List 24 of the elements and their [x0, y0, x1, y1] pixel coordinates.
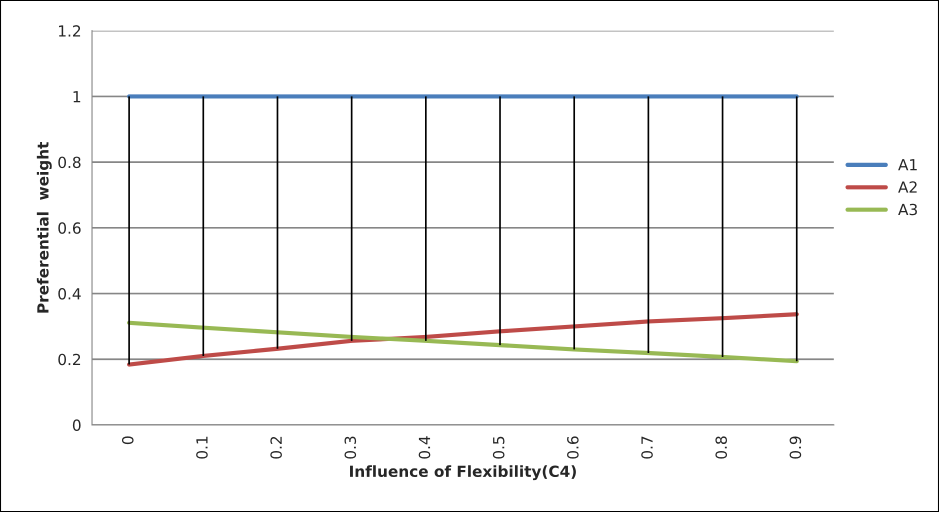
x-tick-label: 0.4 — [418, 436, 430, 459]
y-axis-title: Preferential weight — [36, 142, 52, 313]
x-tick-label: 0.3 — [344, 436, 356, 459]
legend-label: A2 — [898, 181, 917, 193]
y-tick-label: 0.4 — [58, 288, 81, 300]
y-tick-label: 1.2 — [58, 25, 80, 37]
line-series — [127, 320, 799, 364]
y-tick-label: 1 — [74, 91, 80, 102]
x-tick-label: 0.6 — [567, 436, 579, 459]
x-tick-label: 0.8 — [715, 436, 727, 459]
x-tick-label: 0.7 — [641, 436, 653, 459]
legend-label: A3 — [898, 204, 917, 216]
x-tick-label: 0.5 — [492, 436, 504, 459]
y-tick-label: 0.8 — [58, 156, 81, 168]
x-tick-label: 0.1 — [196, 436, 208, 459]
y-tick-label: 0 — [72, 419, 81, 431]
x-tick-label: 0.2 — [270, 436, 282, 459]
y-tick-label: 0.6 — [58, 222, 81, 234]
legend-label: A1 — [898, 159, 917, 170]
x-tick-label: 0 — [122, 436, 134, 444]
x-axis-title: Influence of Flexibility(C4) — [350, 465, 576, 480]
line-series — [127, 312, 799, 367]
x-tick-label: 0.9 — [790, 436, 802, 459]
y-tick-label: 0.2 — [58, 354, 80, 366]
